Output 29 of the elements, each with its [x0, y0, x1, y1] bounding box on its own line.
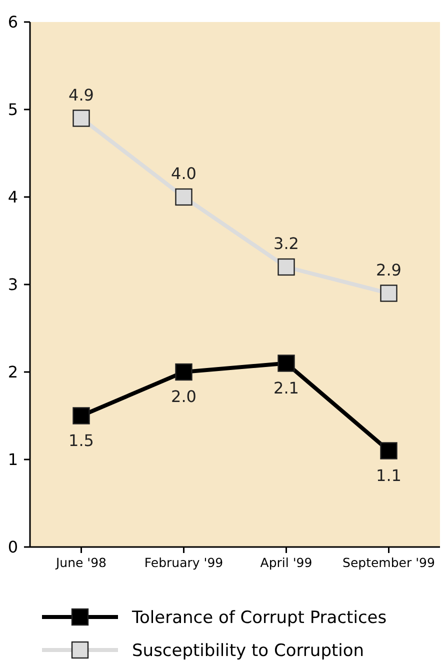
data-label: 3.2	[274, 234, 299, 253]
data-label: 1.5	[68, 430, 94, 450]
point	[380, 284, 398, 302]
x-tick-label: September '99	[342, 555, 435, 570]
x-tick-label: June '98	[54, 555, 107, 570]
data-label: 2.0	[171, 387, 196, 406]
y-tick-label: 6	[8, 12, 18, 32]
legend-label: Tolerance of Corrupt Practices	[131, 608, 387, 628]
data-label: 4.9	[68, 85, 94, 104]
y-tick-label: 4	[8, 188, 18, 207]
y-tick-label: 0	[8, 538, 18, 557]
data-label: 2.1	[274, 378, 299, 398]
y-tick-label: 2	[8, 362, 18, 382]
data-label: 2.9	[376, 260, 402, 280]
legend-label: Susceptibility to Corruption	[132, 640, 364, 660]
y-tick-label: 5	[8, 100, 18, 120]
x-tick-label: April '99	[260, 555, 312, 570]
data-label: 1.1	[376, 466, 402, 485]
data-label: 4.0	[171, 164, 196, 183]
y-tick-label: 3	[8, 275, 18, 294]
point	[278, 354, 295, 372]
y-tick-label: 1	[8, 450, 18, 470]
x-tick-label: February '99	[144, 555, 224, 570]
point	[278, 258, 295, 276]
point	[175, 188, 192, 206]
point	[175, 363, 192, 381]
point	[72, 110, 90, 127]
point	[380, 442, 398, 460]
point	[72, 407, 90, 424]
